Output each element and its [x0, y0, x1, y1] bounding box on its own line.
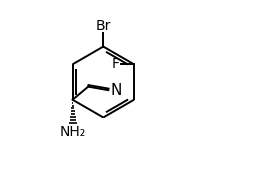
Text: N: N [111, 83, 122, 98]
Text: Br: Br [96, 19, 111, 33]
Text: F: F [112, 57, 120, 71]
Text: NH₂: NH₂ [60, 125, 86, 139]
